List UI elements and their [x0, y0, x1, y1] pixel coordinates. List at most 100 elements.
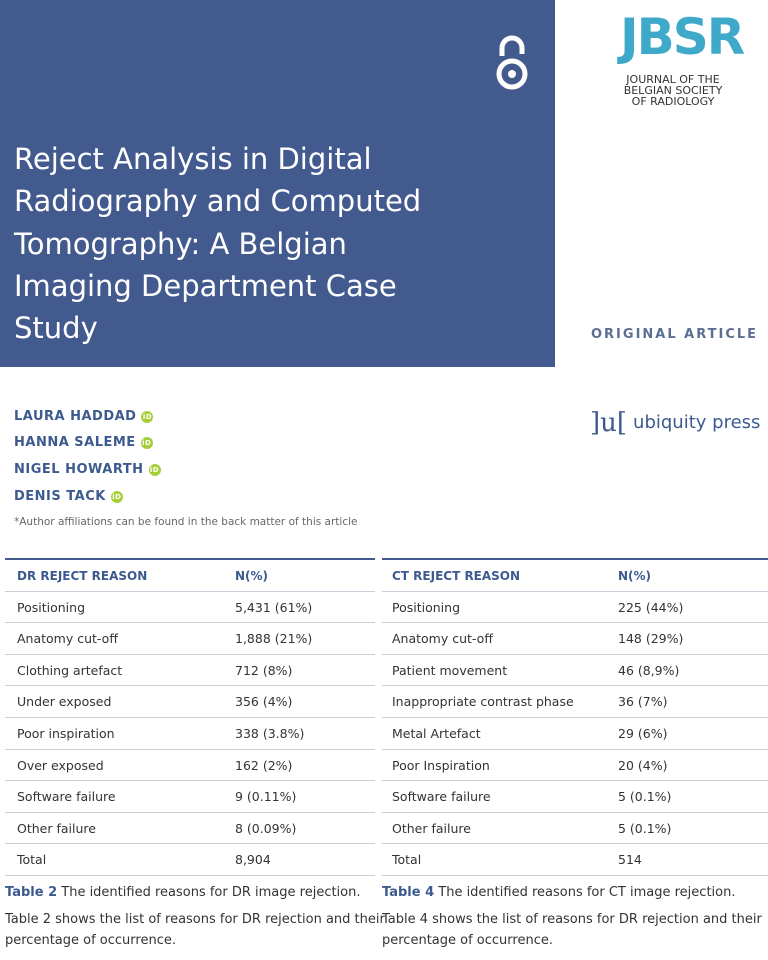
- title-line: Study: [14, 311, 98, 345]
- table-cell: Under exposed: [17, 694, 112, 710]
- table-row: Total 514: [382, 844, 768, 876]
- table-cell: Total: [392, 852, 422, 868]
- table-row: Inappropriate contrast phase 36 (7%): [382, 686, 768, 718]
- table-cell: Anatomy cut-off: [392, 631, 493, 647]
- table-row: Under exposed 356 (4%): [5, 686, 375, 718]
- table-description: percentage of occurrence.: [5, 933, 176, 948]
- journal-name: JOURNAL OF THE: [626, 73, 720, 86]
- table-cell: 9 (0.11%): [235, 789, 297, 805]
- column-header: DR REJECT REASON: [17, 569, 148, 583]
- table-cell: Metal Artefact: [392, 725, 481, 741]
- table-row: Poor inspiration 338 (3.8%): [5, 718, 375, 750]
- author: HANNA SALEME iD: [14, 435, 153, 450]
- caption-text: The identified reasons for CT image reje…: [434, 885, 736, 900]
- table-cell: 8,904: [235, 852, 271, 868]
- caption-text: The identified reasons for DR image reje…: [57, 885, 361, 900]
- table-row: Positioning 225 (44%): [382, 592, 768, 624]
- table-cell: Total: [17, 852, 47, 868]
- publisher-logo: ]u[ubiquity press: [590, 408, 760, 438]
- table-cell: Software failure: [17, 789, 116, 805]
- table-cell: 1,888 (21%): [235, 631, 313, 647]
- orcid-icon[interactable]: iD: [140, 437, 153, 449]
- publisher-mark: ]u[: [590, 408, 628, 438]
- journal-name: OF RADIOLOGY: [631, 95, 715, 108]
- open-access-icon: [496, 35, 528, 90]
- table-caption: Table 2 The identified reasons for DR im…: [5, 885, 361, 900]
- table-cell: Software failure: [392, 789, 491, 805]
- table-row: Anatomy cut-off 148 (29%): [382, 623, 768, 655]
- table-cell: 5 (0.1%): [618, 789, 672, 805]
- affiliation-note: *Author affiliations can be found in the…: [14, 516, 358, 528]
- table-row: Poor Inspiration 20 (4%): [382, 750, 768, 782]
- table-cell: 36 (7%): [618, 694, 668, 710]
- table-cell: 712 (8%): [235, 662, 293, 678]
- table-header: DR REJECT REASON N(%): [5, 560, 375, 592]
- table: CT REJECT REASON N(%) Positioning 225 (44%)…: [382, 558, 768, 876]
- title-line: Imaging Department Case: [14, 269, 397, 303]
- column-header: N(%): [235, 569, 269, 583]
- table-cell: 148 (29%): [618, 631, 684, 647]
- table-row: Software failure 5 (0.1%): [382, 781, 768, 813]
- table-description: Table 2 shows the list of reasons for DR…: [5, 912, 385, 927]
- table-cell: Over exposed: [17, 757, 104, 773]
- caption-label: Table 2: [5, 885, 58, 900]
- table-cell: Patient movement: [392, 662, 508, 678]
- author-name: NIGEL HOWARTH: [14, 462, 144, 477]
- table-cell: Anatomy cut-off: [17, 631, 118, 647]
- table-row: Positioning 5,431 (61%): [5, 592, 375, 624]
- title-line: Reject Analysis in Digital: [14, 142, 372, 176]
- table-row: Other failure 8 (0.09%): [5, 813, 375, 845]
- author-name: HANNA SALEME: [14, 435, 136, 450]
- author-name: DENIS TACK: [14, 489, 106, 504]
- table-header: CT REJECT REASON N(%): [382, 560, 768, 592]
- table: DR REJECT REASON N(%) Positioning 5,431 (61…: [5, 558, 375, 876]
- orcid-icon[interactable]: iD: [148, 464, 161, 476]
- table-cell: Other failure: [392, 820, 471, 836]
- table-cell: Inappropriate contrast phase: [392, 694, 574, 710]
- table-cell: 20 (4%): [618, 757, 668, 773]
- journal-name: BELGIAN SOCIETY: [623, 84, 723, 97]
- table-caption: Table 4 The identified reasons for CT im…: [382, 885, 735, 900]
- table-cell: Other failure: [17, 820, 96, 836]
- author: DENIS TACK iD: [14, 489, 123, 504]
- table-cell: Positioning: [17, 599, 85, 615]
- caption-label: Table 4: [382, 885, 435, 900]
- orcid-icon[interactable]: iD: [141, 411, 154, 423]
- author: NIGEL HOWARTH iD: [14, 462, 161, 477]
- table-description: percentage of occurrence.: [382, 933, 553, 948]
- title-line: Tomography: A Belgian: [14, 227, 347, 261]
- table-cell: 29 (6%): [618, 725, 668, 741]
- author-name: LAURA HADDAD: [14, 409, 137, 424]
- table-cell: 356 (4%): [235, 694, 293, 710]
- article-type: ORIGINAL ARTICLE: [591, 327, 759, 342]
- orcid-icon[interactable]: iD: [110, 491, 123, 503]
- table-row: Metal Artefact 29 (6%): [382, 718, 768, 750]
- table-row: Over exposed 162 (2%): [5, 750, 375, 782]
- journal-logo: JBSR: [620, 8, 745, 66]
- table-cell: Poor inspiration: [17, 725, 115, 741]
- table-cell: 5,431 (61%): [235, 599, 313, 615]
- table-row: Patient movement 46 (8,9%): [382, 655, 768, 687]
- table-row: Total 8,904: [5, 844, 375, 876]
- table-cell: Positioning: [392, 599, 460, 615]
- column-header: N(%): [618, 569, 652, 583]
- title-banner: Reject Analysis in Digital Radiography a…: [0, 0, 555, 367]
- table-cell: 5 (0.1%): [618, 820, 672, 836]
- publisher-name: ubiquity press: [633, 412, 761, 433]
- table-row: Software failure 9 (0.11%): [5, 781, 375, 813]
- author: LAURA HADDAD iD: [14, 409, 154, 424]
- title-line: Radiography and Computed: [14, 184, 422, 218]
- table-row: Other failure 5 (0.1%): [382, 813, 768, 845]
- table-cell: 46 (8,9%): [618, 662, 680, 678]
- table-row: Anatomy cut-off 1,888 (21%): [5, 623, 375, 655]
- table-cell: Clothing artefact: [17, 662, 123, 678]
- table-cell: 8 (0.09%): [235, 820, 297, 836]
- table-cell: Poor Inspiration: [392, 757, 490, 773]
- table-row: Clothing artefact 712 (8%): [5, 655, 375, 687]
- table-cell: 225 (44%): [618, 599, 684, 615]
- column-header: CT REJECT REASON: [392, 569, 521, 583]
- table-cell: 162 (2%): [235, 757, 293, 773]
- table-cell: 338 (3.8%): [235, 725, 305, 741]
- table-description: Table 4 shows the list of reasons for DR…: [382, 912, 762, 927]
